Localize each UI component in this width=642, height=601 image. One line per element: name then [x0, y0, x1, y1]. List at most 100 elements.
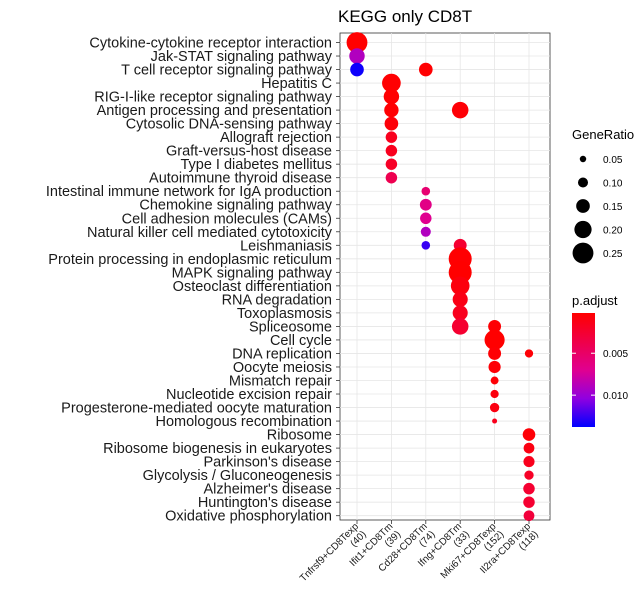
data-point: [451, 101, 469, 119]
y-tick-label: Cell cycle: [270, 333, 332, 349]
y-tick-label: Glycolysis / Gluconeogenesis: [143, 468, 332, 484]
legend-size-label: 0.10: [603, 179, 623, 190]
y-tick-label: Natural killer cell mediated cytotoxicit…: [87, 225, 333, 241]
y-tick-label: Hepatitis C: [261, 76, 332, 92]
legend-size-swatch: [576, 199, 590, 213]
data-points: [346, 32, 536, 522]
y-tick-label: Nucleotide excision repair: [166, 387, 332, 403]
legend-size-label: 0.25: [603, 249, 623, 260]
y-tick-label: Allograft rejection: [220, 130, 332, 146]
x-tick-label-line: Tnfrsf9+CD8Texp: [298, 521, 361, 584]
data-point: [523, 442, 535, 454]
chart-title: KEGG only CD8T: [338, 7, 472, 26]
data-point: [452, 291, 468, 307]
plot-panel: [339, 32, 551, 521]
y-tick-label: Ribosome biogenesis in eukaryotes: [103, 441, 332, 457]
data-point: [421, 241, 431, 250]
y-tick-label: Homologous recombination: [155, 414, 332, 430]
data-point: [384, 116, 399, 131]
data-point: [492, 418, 498, 424]
y-tick-label: Cytosolic DNA-sensing pathway: [126, 117, 333, 133]
y-tick-label: Chemokine signaling pathway: [139, 198, 332, 214]
y-tick-label: Oocyte meiosis: [233, 360, 332, 376]
data-point: [522, 428, 536, 441]
legend-p-adjust: p.adjust 0.005 0.010: [572, 293, 628, 427]
legend-size-swatch: [579, 155, 587, 163]
data-point: [382, 73, 401, 93]
data-point: [419, 198, 432, 211]
y-tick-label: Cytokine-cytokine receptor interaction: [89, 36, 332, 52]
y-tick-label: Jak-STAT signaling pathway: [151, 49, 333, 65]
y-tick-label: Parkinson's disease: [203, 455, 332, 471]
data-point: [490, 376, 499, 385]
legend-size-label: 0.20: [603, 226, 623, 237]
y-tick-label: Spliceosome: [249, 319, 332, 335]
data-point: [384, 102, 399, 118]
y-tick-label: DNA replication: [232, 346, 332, 362]
data-point: [418, 62, 433, 77]
data-point: [421, 186, 431, 196]
y-tick-label: T cell receptor signaling pathway: [121, 63, 333, 79]
y-tick-label: Oxidative phosphorylation: [165, 509, 332, 525]
data-point: [523, 482, 535, 495]
y-tick-label: Cell adhesion molecules (CAMs): [122, 211, 332, 227]
legend-size-swatch: [572, 242, 594, 264]
legend-size-swatch: [574, 220, 592, 239]
y-tick-label: Ribosome: [267, 428, 332, 444]
data-point: [523, 510, 535, 522]
data-point: [349, 48, 365, 64]
y-tick-label: Toxoplasmosis: [237, 306, 332, 322]
data-point: [488, 360, 501, 374]
y-tick-label: Type I diabetes mellitus: [180, 157, 332, 173]
data-point: [420, 226, 431, 237]
y-tick-label: MAPK signaling pathway: [172, 265, 333, 281]
legend-size-label: 0.15: [603, 202, 623, 213]
y-tick-label: Antigen processing and presentation: [97, 103, 332, 119]
y-tick-label: Progesterone-mediated oocyte maturation: [61, 401, 332, 417]
data-point: [385, 158, 398, 170]
data-point: [385, 131, 398, 143]
data-point: [484, 329, 505, 350]
y-tick-label: Osteoclast differentiation: [173, 279, 332, 295]
data-point: [385, 144, 398, 157]
y-tick-label: Mismatch repair: [229, 374, 332, 390]
data-point: [346, 32, 368, 53]
data-point: [488, 319, 502, 333]
data-point: [488, 347, 502, 360]
y-tick-label: Protein processing in endoplasmic reticu…: [48, 252, 332, 268]
data-point: [524, 470, 534, 480]
data-point: [452, 305, 468, 321]
data-point: [523, 456, 535, 468]
data-point: [450, 276, 470, 296]
grid-lines: [340, 33, 550, 520]
color-bar: [572, 313, 595, 427]
y-tick-label: Huntington's disease: [198, 495, 332, 511]
data-point: [490, 389, 499, 399]
legend-p-adjust-title: p.adjust: [572, 293, 618, 308]
legend-size-swatch: [577, 177, 589, 188]
legend-color-label: 0.010: [603, 391, 628, 402]
data-point: [383, 88, 400, 105]
legend-gene-ratio-title: GeneRatio: [572, 127, 634, 142]
data-point: [524, 349, 534, 358]
legend-size-label: 0.05: [603, 155, 623, 166]
y-tick-label: Graft-versus-host disease: [166, 144, 332, 160]
y-tick-label: RIG-I-like receptor signaling pathway: [94, 90, 332, 106]
y-tick-label: Autoimmune thyroid disease: [149, 171, 332, 187]
legend-gene-ratio: GeneRatio 0.05 0.10 0.15 0.20 0.25: [572, 127, 634, 264]
data-point: [448, 260, 472, 284]
data-point: [451, 318, 469, 335]
y-axis-ticks: [336, 42, 340, 517]
data-point: [489, 402, 500, 413]
data-point: [523, 496, 535, 508]
data-point: [420, 212, 432, 224]
y-axis-labels: Cytokine-cytokine receptor interactionJa…: [46, 36, 333, 525]
data-point: [385, 171, 398, 184]
x-axis-labels: Tnfrsf9+CD8Texp(40)Ifit1+CD8Tm(39)Cd28+C…: [298, 521, 541, 584]
y-tick-label: Leishmaniasis: [240, 238, 332, 254]
y-tick-label: RNA degradation: [222, 292, 332, 308]
data-point: [350, 62, 364, 77]
x-axis-ticks: [356, 520, 530, 524]
y-tick-label: Alzheimer's disease: [204, 482, 333, 498]
